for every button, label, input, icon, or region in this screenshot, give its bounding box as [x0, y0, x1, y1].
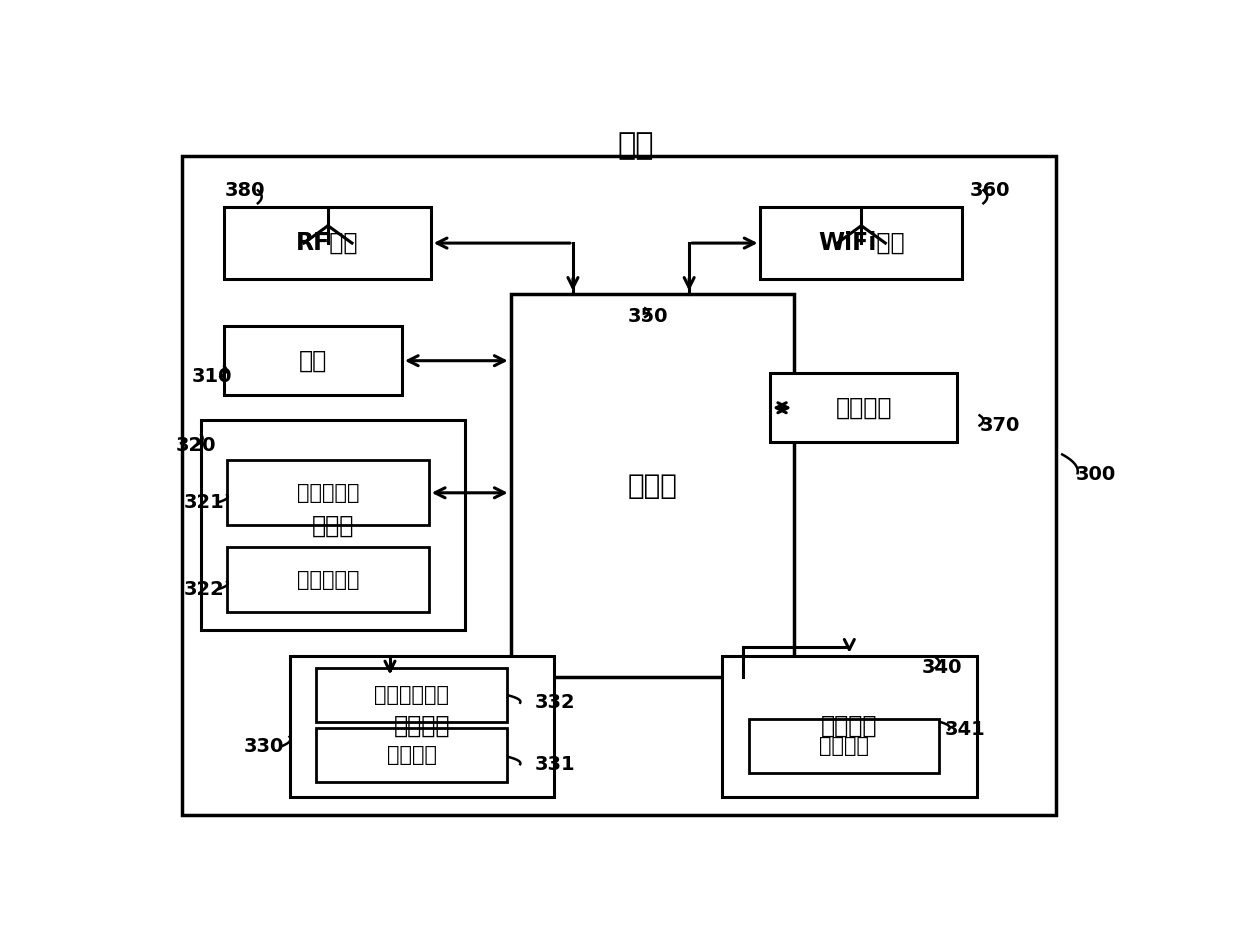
- Text: 340: 340: [921, 658, 962, 678]
- Text: 321: 321: [184, 493, 224, 511]
- Text: 输入单元: 输入单元: [393, 714, 450, 738]
- Text: RF电路: RF电路: [296, 231, 358, 255]
- Bar: [760, 207, 962, 279]
- Text: 370: 370: [980, 416, 1021, 435]
- Text: 331: 331: [534, 755, 575, 774]
- Text: 音频电路: 音频电路: [836, 396, 892, 420]
- Text: 330: 330: [243, 737, 284, 756]
- Text: 320: 320: [176, 436, 217, 455]
- Text: 处理器: 处理器: [627, 472, 677, 499]
- Bar: [770, 373, 957, 442]
- Text: 第二存储器: 第二存储器: [296, 570, 360, 589]
- Bar: [290, 656, 554, 797]
- Text: 350: 350: [627, 307, 668, 326]
- Bar: [316, 728, 507, 782]
- Bar: [749, 718, 939, 773]
- Text: WiFi模块: WiFi模块: [818, 231, 905, 255]
- Text: 322: 322: [184, 580, 224, 599]
- Text: 终端: 终端: [618, 131, 653, 160]
- Text: 触控面板: 触控面板: [387, 745, 436, 765]
- Bar: [201, 420, 465, 631]
- Bar: [511, 293, 794, 678]
- Bar: [224, 207, 430, 279]
- Bar: [227, 547, 429, 612]
- Bar: [224, 326, 402, 395]
- Text: 存储器: 存储器: [312, 513, 355, 538]
- Text: 显示单元: 显示单元: [821, 714, 878, 738]
- Text: 300: 300: [1075, 465, 1116, 484]
- Text: 其他输入设备: 其他输入设备: [374, 685, 449, 705]
- Text: 332: 332: [534, 693, 575, 713]
- Text: 310: 310: [191, 368, 232, 386]
- Text: 341: 341: [945, 720, 986, 739]
- Text: 360: 360: [970, 180, 1011, 199]
- Text: 电源: 电源: [299, 349, 327, 372]
- Bar: [722, 656, 977, 797]
- Bar: [316, 668, 507, 722]
- Text: 380: 380: [224, 180, 264, 199]
- Text: 显示面板: 显示面板: [820, 736, 869, 756]
- Bar: [227, 461, 429, 525]
- Text: 第一存储器: 第一存储器: [296, 483, 360, 503]
